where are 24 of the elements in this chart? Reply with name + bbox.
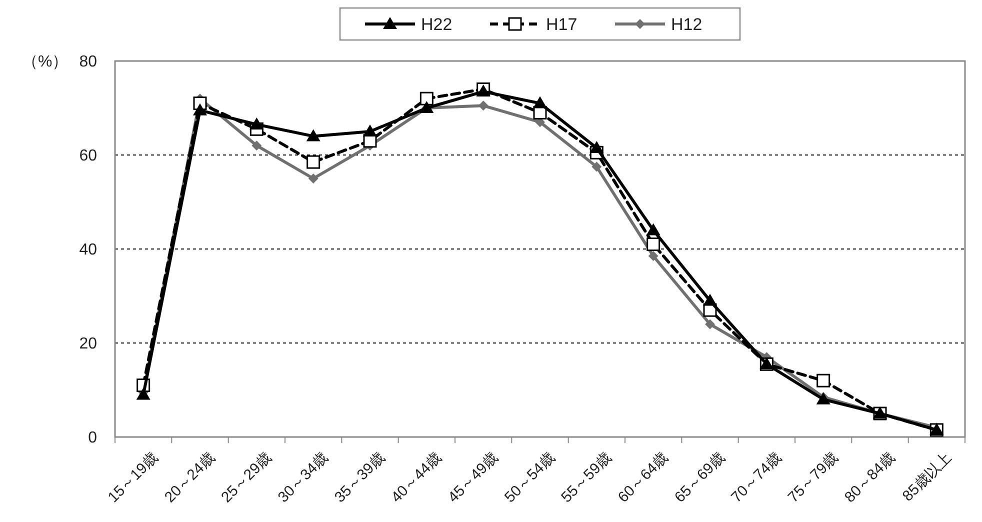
x-tick-label: 60～64歳 <box>614 449 672 506</box>
x-tick-label: 65～69歳 <box>671 449 728 506</box>
legend-label: H12 <box>671 14 702 34</box>
y-tick-label: 0 <box>88 430 98 447</box>
x-tick-label: 50～54歳 <box>501 449 558 506</box>
y-tick-label: 80 <box>79 54 98 71</box>
x-tick-label: 70～74歳 <box>728 449 785 506</box>
y-tick-label: 60 <box>79 148 98 165</box>
x-tick-label: 45～49歳 <box>444 449 502 506</box>
x-tick-label: 55～59歳 <box>558 449 615 506</box>
x-tick-label: 80～84歳 <box>841 449 898 506</box>
x-tick-label: 35～39歳 <box>331 449 388 506</box>
x-tick-label: 85歳以上 <box>899 449 955 505</box>
x-tick-label: 30～34歳 <box>274 449 332 506</box>
y-axis-title: （%） <box>22 54 68 71</box>
legend-label: H22 <box>421 14 452 34</box>
legend-label: H17 <box>546 14 578 34</box>
x-tick-label: 15～19歳 <box>104 449 162 506</box>
x-tick-label: 75～79歳 <box>784 449 842 506</box>
x-tick-label: 40～44歳 <box>388 449 445 506</box>
x-tick-label: 20～24歳 <box>161 449 218 506</box>
y-tick-label: 20 <box>79 336 98 353</box>
y-tick-label: 40 <box>79 242 98 259</box>
x-tick-label: 25～29歳 <box>218 449 275 506</box>
